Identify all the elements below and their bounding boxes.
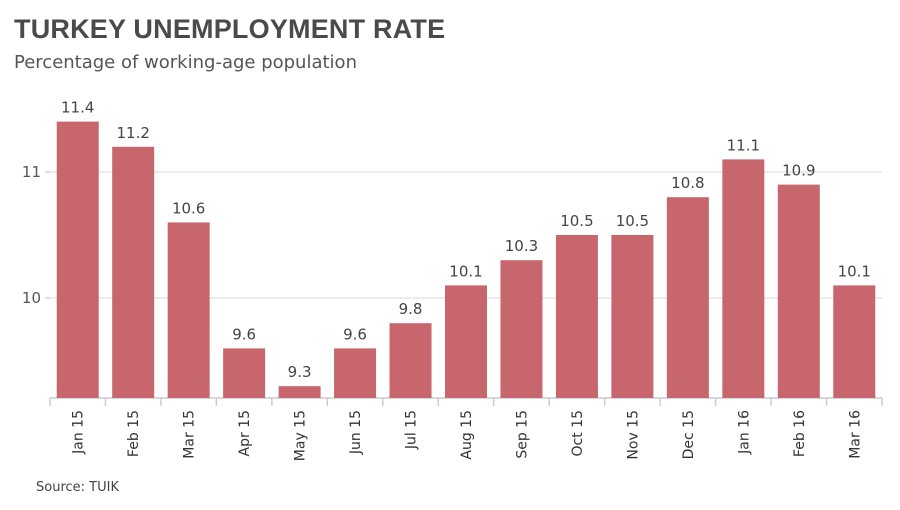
data-label: 10.3 bbox=[505, 237, 538, 255]
data-label: 9.6 bbox=[232, 325, 256, 343]
chart-title: TURKEY UNEMPLOYMENT RATE bbox=[14, 14, 446, 44]
data-label: 11.4 bbox=[61, 99, 94, 117]
x-tick-label: Apr 15 bbox=[237, 410, 253, 456]
data-label: 10.5 bbox=[616, 212, 649, 230]
x-tick-label: Jan 15 bbox=[71, 410, 87, 455]
x-tick-label: Jul 15 bbox=[404, 410, 420, 450]
bar bbox=[833, 285, 876, 398]
bar bbox=[722, 159, 765, 398]
bar bbox=[389, 323, 432, 398]
bar bbox=[223, 348, 266, 398]
x-tick-label: Aug 15 bbox=[459, 410, 475, 460]
y-tick-label: 11 bbox=[22, 163, 41, 181]
x-tick-label: Oct 15 bbox=[570, 410, 586, 456]
data-label: 10.1 bbox=[449, 262, 482, 280]
chart-subtitle: Percentage of working-age population bbox=[14, 52, 357, 73]
data-label: 10.9 bbox=[782, 162, 815, 180]
x-tick-label: Feb 16 bbox=[792, 410, 808, 457]
x-tick-label: Mar 16 bbox=[847, 410, 863, 459]
y-tick-label: 10 bbox=[22, 289, 41, 307]
x-tick-label: Jan 16 bbox=[736, 410, 752, 455]
bar bbox=[500, 260, 543, 398]
bar bbox=[112, 146, 155, 398]
data-label: 10.6 bbox=[172, 199, 205, 217]
bar bbox=[777, 184, 820, 398]
data-label: 9.6 bbox=[343, 325, 367, 343]
x-tick-label: Dec 15 bbox=[681, 410, 697, 459]
data-label: 11.1 bbox=[727, 136, 760, 154]
x-tick-label: Jun 15 bbox=[348, 410, 364, 455]
data-label: 11.2 bbox=[116, 124, 149, 142]
bar bbox=[278, 386, 321, 398]
data-label: 9.3 bbox=[288, 363, 312, 381]
source-note: Source: TUIK bbox=[36, 480, 119, 495]
x-tick-label: May 15 bbox=[293, 410, 309, 461]
bar bbox=[445, 285, 487, 398]
bar bbox=[555, 235, 598, 398]
data-label: 10.8 bbox=[671, 174, 704, 192]
bar bbox=[666, 197, 709, 398]
bar bbox=[611, 235, 654, 398]
data-label: 10.5 bbox=[560, 212, 593, 230]
x-tick-label: Mar 15 bbox=[182, 410, 198, 459]
bar bbox=[167, 222, 210, 398]
data-label: 9.8 bbox=[399, 300, 423, 318]
x-tick-label: Nov 15 bbox=[625, 410, 641, 460]
data-label: 10.1 bbox=[838, 262, 871, 280]
x-tick-label: Sep 15 bbox=[514, 410, 530, 459]
x-tick-label: Feb 15 bbox=[126, 410, 142, 457]
bar bbox=[334, 348, 377, 398]
bar bbox=[56, 121, 99, 398]
